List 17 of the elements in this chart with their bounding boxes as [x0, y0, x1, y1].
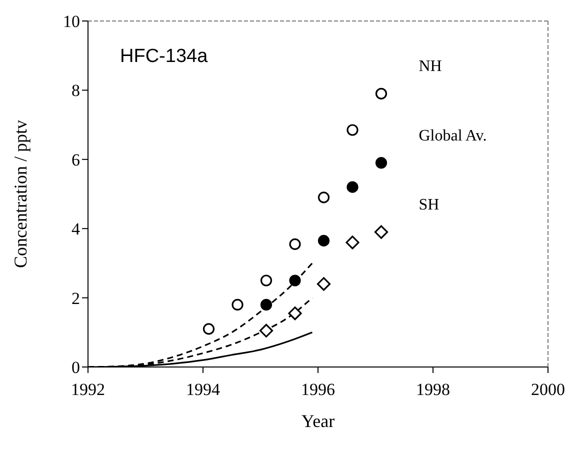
y-tick-label: 10: [63, 12, 80, 32]
x-axis-title: Year: [301, 411, 335, 431]
x-tick-label: 1998: [416, 380, 450, 400]
y-tick-label: 4: [72, 220, 80, 239]
x-tick-label: 1994: [186, 380, 220, 400]
x-tick-label: 1996: [301, 380, 335, 400]
text: HFC-134a: [120, 46, 208, 68]
y-tick-label: 6: [72, 150, 80, 170]
y-axis-title: Concentration / pptv: [10, 120, 30, 268]
y-tick-label: 8: [72, 81, 80, 100]
text: NH: [418, 58, 442, 76]
x-tick-label: 2000: [531, 380, 565, 400]
text: Global Av.: [418, 127, 487, 144]
y-tick-label: 0: [72, 358, 80, 378]
x-tick-label: 1992: [71, 380, 105, 400]
y-tick-label: 2: [72, 288, 80, 308]
text: SH: [418, 196, 440, 214]
